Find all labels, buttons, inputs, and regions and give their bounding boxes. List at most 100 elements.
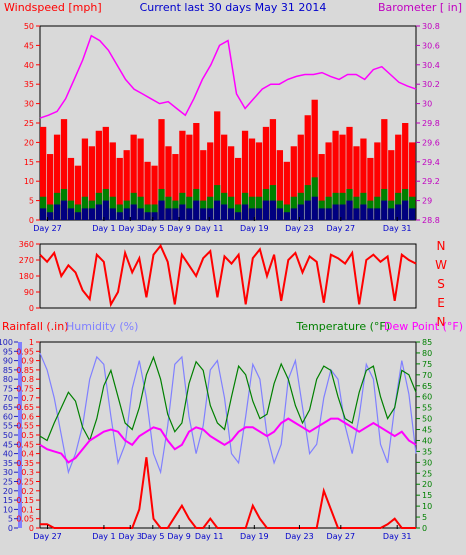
gust-bar	[67, 157, 75, 220]
wind-x-tick-label: Day 3	[119, 224, 142, 233]
wind-speed-bar	[234, 204, 242, 220]
wind-average-bar	[311, 196, 318, 220]
env-x-tick-label: Day 19	[240, 532, 269, 541]
wind-left-tick-label: 30	[24, 100, 34, 109]
wind-average-bar	[332, 204, 339, 220]
gust-bar	[388, 150, 395, 220]
temperature-series-line	[39, 355, 417, 443]
gust-bar	[228, 146, 235, 220]
temp-right-tick-label: 60	[422, 393, 432, 402]
wind-average-bar	[297, 204, 304, 220]
wind-barometer-panel: Windspeed [mph] Current last 30 days May…	[4, 1, 462, 233]
wind-speed-bar	[151, 204, 158, 220]
rain-left-tick-label: 0.45	[16, 440, 34, 449]
temp-right-tick-label: 70	[422, 371, 432, 380]
baro-right-tick-label: 30	[422, 100, 432, 109]
temp-right-tick-label: 15	[422, 491, 432, 500]
temp-right-tick-label: 75	[422, 360, 432, 369]
gust-bar	[255, 142, 263, 220]
humidity-left-tick-label: 30	[3, 468, 13, 477]
wind-left-tick-label: 35	[24, 80, 34, 89]
env-x-tick-label: Day 11	[195, 532, 224, 541]
gust-bar	[283, 161, 290, 220]
compass-letter: S	[437, 277, 445, 291]
gust-bar	[374, 142, 381, 220]
gust-bar	[381, 119, 388, 220]
humidity-left-tick-label: 10	[3, 505, 13, 514]
temp-right-tick-label: 40	[422, 436, 432, 445]
rain-left-tick-label: 0.35	[16, 459, 34, 468]
rain-left-tick-label: 0.2	[21, 487, 34, 496]
wind-average-bar	[151, 212, 158, 220]
wind-average-bar	[207, 208, 214, 220]
rainfall-axis-label: Rainfall (.in)	[2, 320, 69, 333]
wind-average-bar	[276, 208, 284, 220]
gust-bar	[214, 111, 221, 220]
wind-left-axis-label: Windspeed [mph]	[4, 1, 102, 14]
wind-average-bar	[109, 208, 116, 220]
wind-average-bar	[255, 208, 263, 220]
wind-average-bar	[158, 200, 165, 220]
wind-average-bar	[353, 208, 360, 220]
compass-letter: W	[435, 258, 447, 272]
humidity-left-tick-label: 75	[3, 385, 13, 394]
gust-bar	[353, 146, 360, 220]
gust-bar	[165, 146, 172, 220]
wind-average-bar	[137, 208, 144, 220]
wind-average-bar	[46, 212, 54, 220]
wind-left-tick-label: 10	[24, 177, 34, 186]
dewpoint-series-line	[39, 417, 417, 464]
gust-bar	[40, 126, 47, 220]
humidity-left-tick-label: 40	[3, 450, 13, 459]
gust-bar	[409, 142, 416, 220]
env-x-tick-label: Day 23	[285, 532, 314, 541]
gust-bar	[290, 146, 297, 220]
wind-average-bar	[248, 208, 256, 220]
rain-left-tick-label: 0.8	[21, 375, 34, 384]
wind-x-tick-label: Day 27	[33, 224, 62, 233]
gust-bar	[241, 130, 249, 220]
humidity-left-tick-label: 15	[3, 496, 13, 505]
dewpoint-axis-label: Dew Point (°F)	[384, 320, 463, 333]
rain-left-tick-label: 0.5	[21, 431, 34, 440]
wind-right-axis-label: Barometer [ in]	[378, 1, 462, 14]
gust-bar	[158, 119, 165, 220]
gust-bar	[102, 126, 109, 220]
wind-average-bar	[290, 208, 297, 220]
rain-left-tick-label: 0.4	[21, 450, 34, 459]
gust-bar	[123, 150, 130, 220]
gust-bar	[172, 154, 179, 220]
gust-bar	[318, 154, 325, 220]
dir-left-tick-label: 270	[19, 256, 34, 265]
gust-bar	[332, 130, 339, 220]
gust-bar	[144, 161, 151, 220]
wind-average-bar	[346, 200, 353, 220]
baro-right-tick-label: 30.8	[422, 22, 440, 31]
dir-left-tick-label: 90	[24, 288, 34, 297]
rain-left-tick-label: 0.15	[16, 496, 34, 505]
wind-average-bar	[395, 204, 402, 220]
rain-left-tick-label: 0.3	[21, 468, 34, 477]
rain-left-tick-label: 0.55	[16, 422, 34, 431]
gust-bar	[346, 126, 353, 220]
gust-bar	[402, 123, 409, 220]
rain-left-tick-label: 0.75	[16, 385, 34, 394]
humidity-left-tick-label: 20	[3, 487, 13, 496]
temp-right-tick-label: 5	[422, 513, 427, 522]
wind-left-tick-label: 50	[24, 22, 34, 31]
wind-average-bar	[374, 208, 381, 220]
wind-speed-bar	[46, 204, 54, 220]
rain-left-tick-label: 0.9	[21, 357, 34, 366]
wind-speed-bar	[116, 204, 123, 220]
gust-bar	[360, 138, 367, 220]
rainfall-series-line	[40, 457, 416, 529]
gust-bar	[116, 157, 123, 220]
wind-average-bar	[130, 204, 137, 220]
wind-average-bar	[179, 204, 186, 220]
temp-right-tick-label: 20	[422, 480, 432, 489]
rain-left-tick-label: 0.1	[21, 505, 34, 514]
compass-letter: E	[437, 296, 445, 310]
wind-average-bar	[228, 208, 235, 220]
rain-left-tick-label: 0.85	[16, 366, 34, 375]
env-x-tick-label: Day 3	[119, 532, 142, 541]
